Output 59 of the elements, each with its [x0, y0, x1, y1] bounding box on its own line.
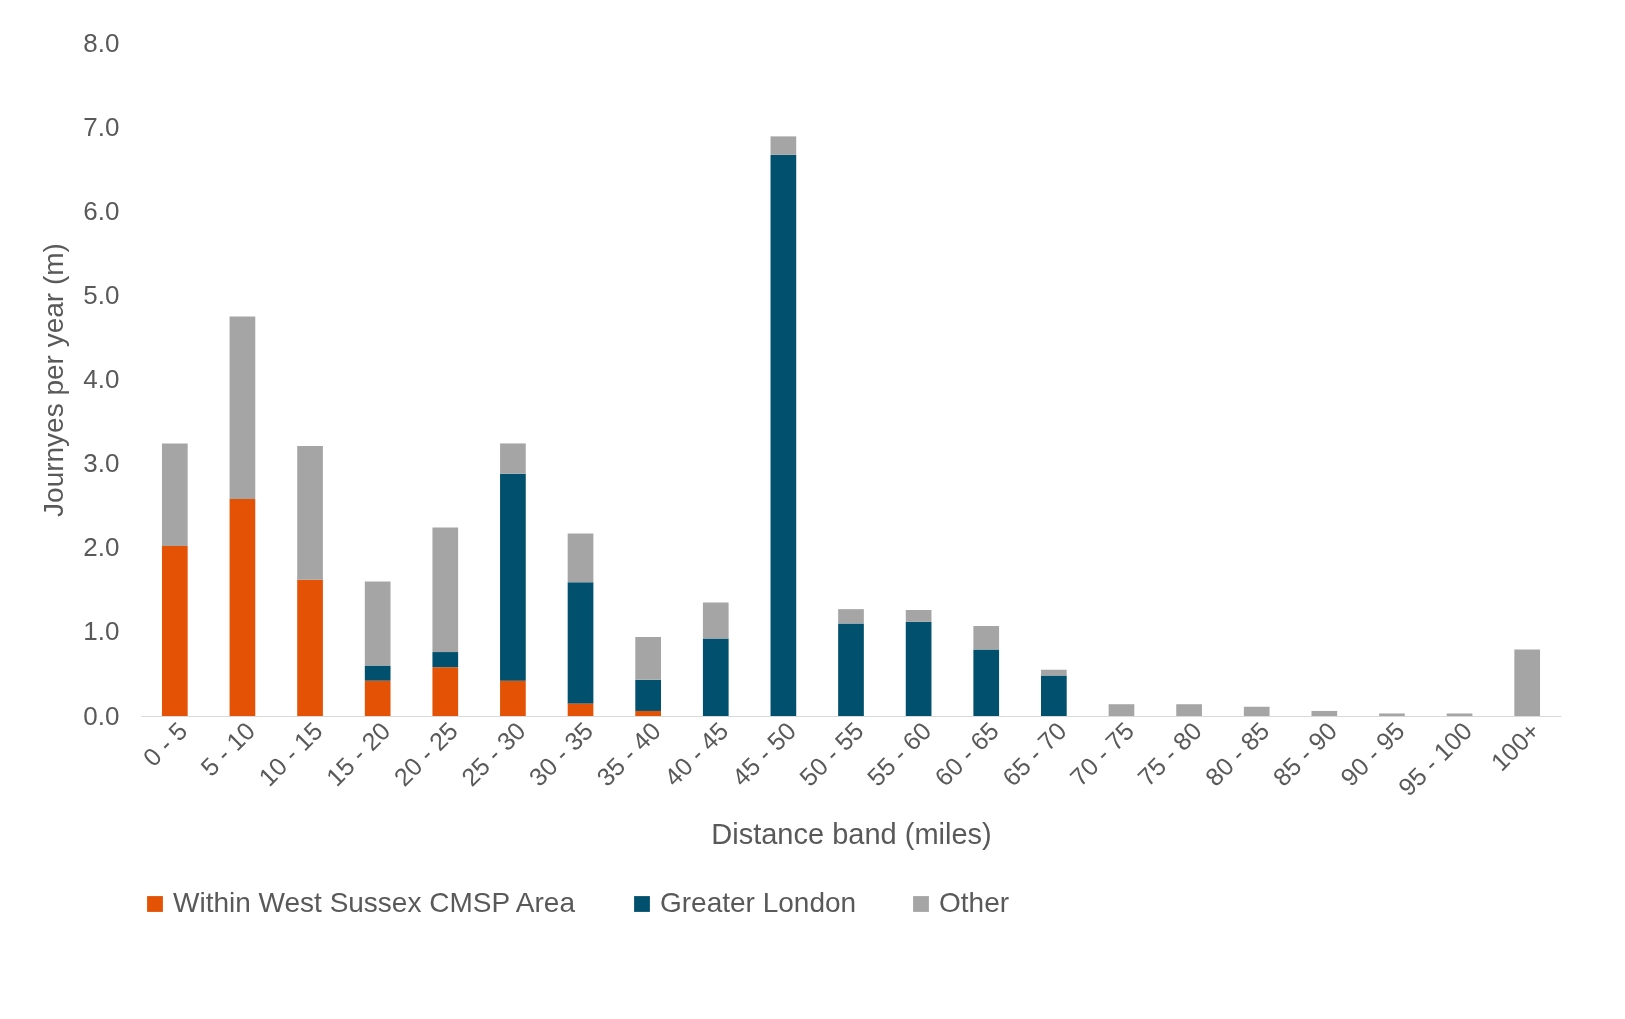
bar: [567, 582, 594, 704]
bar: [229, 498, 256, 716]
y-tick-label: 7.0: [83, 111, 120, 142]
y-tick-label: 3.0: [83, 448, 120, 479]
y-tick-label: 6.0: [83, 195, 120, 226]
bar: [635, 679, 661, 711]
legend-label: Greater London: [660, 887, 857, 918]
bar: [1379, 713, 1405, 716]
bar: [838, 609, 864, 624]
bar: [567, 703, 594, 716]
bar: [364, 680, 391, 716]
y-tick-label: 8.0: [83, 27, 120, 58]
bar: [567, 533, 594, 583]
bar: [161, 546, 188, 716]
bar: [905, 610, 932, 622]
bar: [1176, 704, 1202, 716]
bar: [432, 652, 459, 668]
bar: [500, 443, 526, 474]
bar: [905, 621, 932, 716]
bar: [702, 602, 729, 639]
bar: [702, 638, 729, 716]
y-tick-label: 2.0: [83, 532, 120, 563]
x-tick-label: 80 - 85: [1199, 716, 1275, 792]
legend-label: Other: [939, 887, 1010, 918]
bar: [635, 636, 661, 680]
bar: [1311, 710, 1338, 716]
bar: [770, 154, 797, 716]
bar: [297, 579, 323, 716]
legend-label: Within West Sussex CMSP Area: [173, 887, 576, 918]
x-tick-label: 40 - 45: [658, 716, 734, 792]
bar: [1514, 649, 1541, 716]
bar: [364, 581, 391, 666]
y-tick-label: 1.0: [83, 616, 120, 647]
bar: [635, 710, 661, 716]
x-tick-label: 0 - 5: [137, 716, 193, 772]
x-axis-title: Distance band (miles): [711, 818, 992, 851]
y-axis-title: Journyes per year (m): [38, 243, 70, 517]
bar: [500, 680, 526, 716]
bar: [770, 136, 797, 155]
bar: [432, 527, 459, 653]
bar: [364, 665, 391, 681]
y-tick-label: 5.0: [83, 279, 120, 310]
bar: [1108, 704, 1135, 716]
bar: [1243, 706, 1270, 716]
bar: [973, 649, 1000, 716]
bar: [1041, 675, 1067, 716]
bar: [432, 667, 459, 716]
x-tick-label: 30 - 35: [523, 716, 599, 792]
bar: [229, 316, 256, 499]
y-tick-label: 4.0: [83, 364, 120, 394]
bar: [1446, 713, 1473, 716]
x-tick-label: 5 - 10: [195, 716, 261, 782]
y-tick-label: 0.0: [83, 700, 120, 731]
bar: [838, 623, 864, 716]
bar: [1041, 669, 1067, 676]
bar: [973, 625, 1000, 650]
bar: [161, 443, 188, 547]
bar: [500, 473, 526, 681]
bar: [297, 445, 323, 580]
